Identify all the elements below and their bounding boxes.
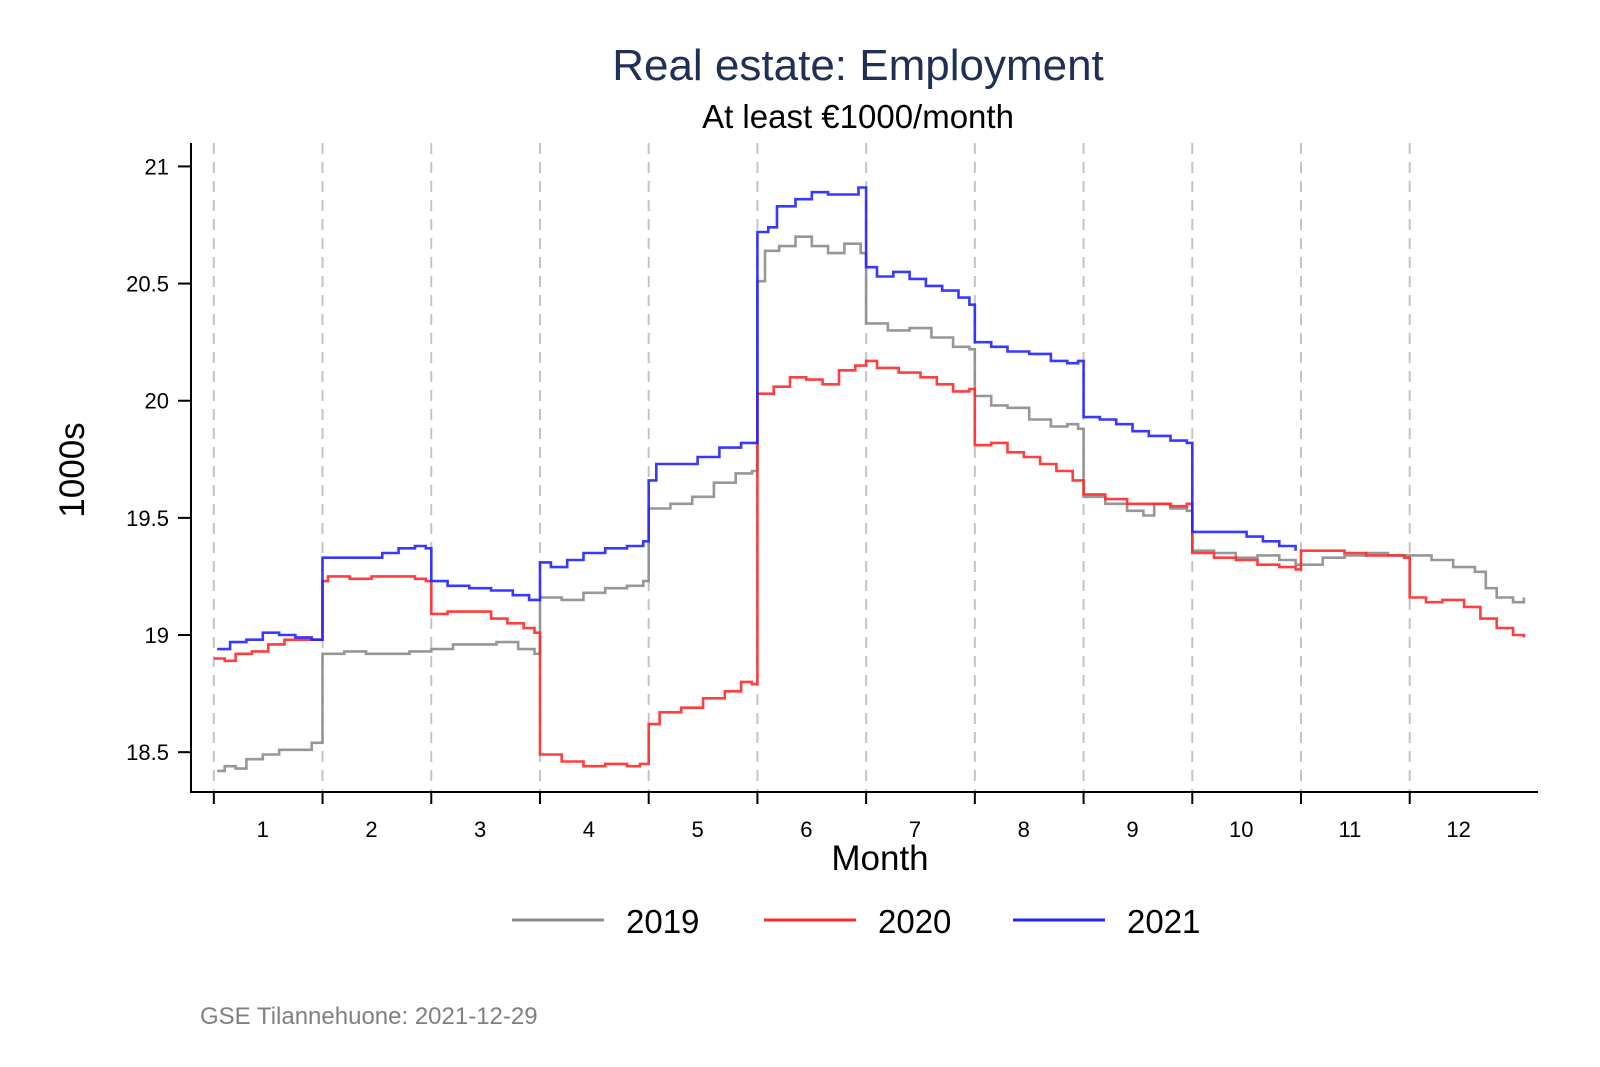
legend-label-2019: 2019 [626,903,699,940]
x-tick-label: 10 [1229,817,1253,842]
x-tick-label: 3 [474,817,486,842]
chart-title: Real estate: Employment [612,41,1104,90]
series-line-2019 [217,235,1526,773]
x-tick-label: 5 [691,817,703,842]
source-note: GSE Tilannehuone: 2021-12-29 [200,1003,538,1030]
y-tick-label: 19.5 [126,506,169,531]
y-tick-label: 18.5 [126,740,169,765]
x-axis-title: Month [831,839,928,878]
x-tick-label: 9 [1126,817,1138,842]
series-lines [213,186,1526,773]
x-tick-label: 12 [1446,817,1470,842]
series-line-2021 [217,186,1297,651]
x-ticks: 1 2 3 4 5 6 7 8 9 10 11 12 [212,792,1471,842]
x-tick-label: 2 [365,817,377,842]
chart-subtitle: At least €1000/month [702,98,1014,135]
y-ticks: 18.5 19 19.5 20 20.5 21 [126,154,191,765]
y-tick-label: 20.5 [126,272,169,297]
axes [190,143,1538,793]
x-tick-label: 8 [1018,817,1030,842]
x-tick-label: 11 [1338,817,1361,842]
series-line-2020 [213,359,1526,768]
y-tick-label: 21 [145,154,169,179]
x-tick-label: 4 [583,817,595,842]
legend-label-2020: 2020 [878,903,951,940]
x-tick-label: 6 [800,817,812,842]
x-tick-label: 1 [257,817,269,842]
x-tick-label: 7 [909,817,921,842]
legend: 2019 2020 2021 [512,903,1200,940]
y-axis-title: 1000s [53,422,92,517]
legend-label-2021: 2021 [1127,903,1200,940]
y-tick-label: 19 [145,623,169,648]
y-tick-label: 20 [145,389,169,414]
